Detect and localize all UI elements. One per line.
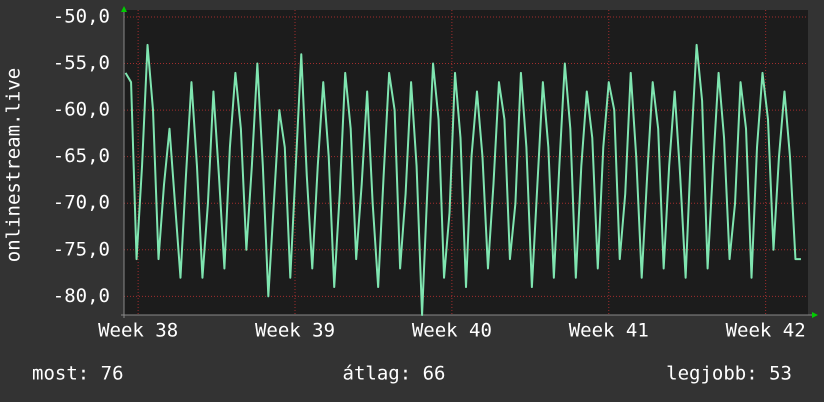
stat-current: most: 76 <box>32 363 124 385</box>
y-tick-label: -50,0 <box>53 5 110 27</box>
x-tick-label: Week 39 <box>255 320 335 342</box>
data-line <box>124 43 801 316</box>
y-tick-label: -60,0 <box>53 99 110 121</box>
x-tick-label: Week 42 <box>726 320 806 342</box>
x-tick-label: Week 40 <box>412 320 492 342</box>
y-tick-label: -65,0 <box>53 145 110 167</box>
axis-arrow <box>121 6 127 12</box>
x-tick-label: Week 41 <box>569 320 649 342</box>
y-tick-label: -70,0 <box>53 192 110 214</box>
y-tick-label: -80,0 <box>53 285 110 307</box>
y-tick-label: -55,0 <box>53 52 110 74</box>
marks <box>124 43 801 316</box>
y-axis-label: onlinestream.live <box>3 68 25 262</box>
stat-best: legjobb: 53 <box>666 363 792 385</box>
stat-average: átlag: 66 <box>343 363 446 385</box>
x-tick-label: Week 38 <box>98 320 178 342</box>
y-tick-label: -75,0 <box>53 238 110 260</box>
axis-arrow <box>812 312 818 318</box>
